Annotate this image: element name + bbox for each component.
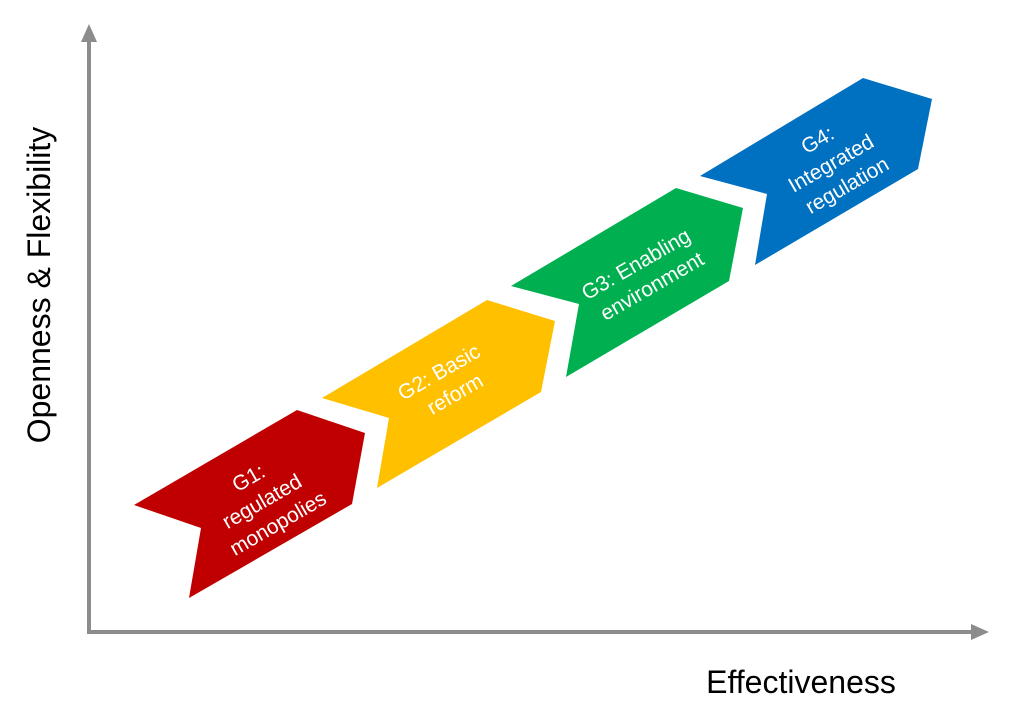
y-axis-arrowhead [81,24,97,42]
chevron-shape-g1 [134,410,365,598]
chevron-shape-g2 [322,300,555,488]
generation-chevron-g1: G1: regulated monopolies [134,410,365,598]
x-axis-arrowhead [971,624,989,640]
generation-chevron-g4: G4: Integrated regulation [700,78,932,265]
generation-chevron-g2: G2: Basic reform [322,300,555,488]
chevron-shape-g4 [700,78,932,265]
x-axis-label: Effectiveness [706,664,896,700]
y-axis-label: Openness & Flexibility [21,127,57,444]
chevron-shape-g3 [511,188,743,377]
